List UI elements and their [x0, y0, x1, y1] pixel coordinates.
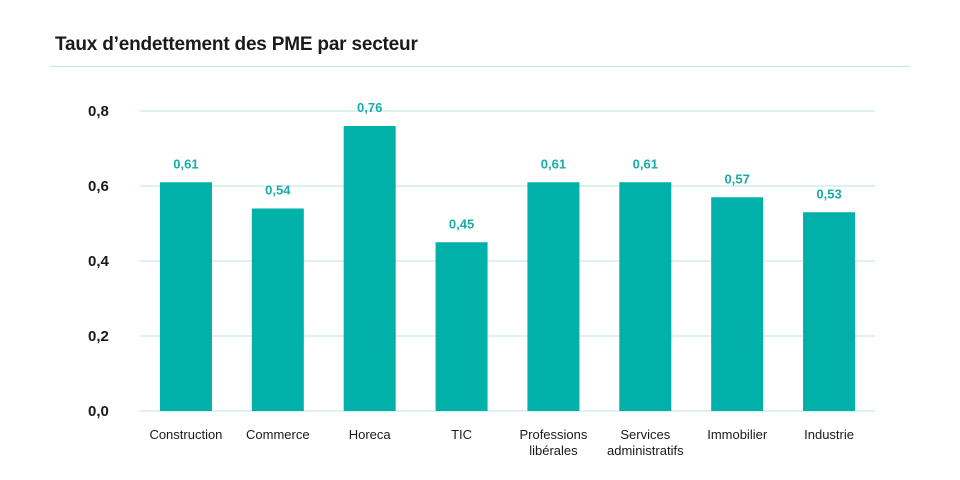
x-axis-categories: Construction Commerce Horeca TIC Professions…	[149, 427, 854, 458]
x-category-label: Commerce	[246, 427, 310, 442]
x-category-label: administratifs	[607, 443, 684, 458]
y-axis-ticks: 0,0 0,2 0,4 0,6 0,8	[88, 103, 110, 420]
x-category-label: Services	[620, 427, 670, 442]
y-tick-label: 0,2	[88, 328, 109, 345]
y-tick-label: 0,6	[88, 178, 109, 195]
x-category-label: Industrie	[804, 427, 854, 442]
x-category-label: libérales	[529, 443, 578, 458]
bar-value-label: 0,45	[449, 216, 474, 231]
bar	[711, 197, 764, 411]
bar	[619, 182, 672, 411]
bar-value-label: 0,76	[357, 100, 382, 115]
bar	[343, 126, 396, 411]
x-category-label: Professions	[519, 427, 587, 442]
bar-value-label: 0,61	[173, 156, 198, 171]
gridlines	[140, 110, 875, 412]
y-tick-label: 0,0	[88, 403, 109, 420]
bar-value-label: 0,57	[725, 171, 750, 186]
chart-title: Taux d’endettement des PME par secteur	[55, 34, 418, 55]
x-category-label: Horeca	[349, 427, 392, 442]
y-tick-label: 0,4	[88, 253, 110, 270]
bar-value-label: 0,53	[816, 186, 841, 201]
bar-value-label: 0,61	[541, 156, 566, 171]
bar	[435, 242, 488, 411]
bar-value-label: 0,54	[265, 183, 291, 198]
bar-value-label: 0,61	[633, 156, 658, 171]
y-tick-label: 0,8	[88, 103, 109, 120]
value-labels: 0,61 0,54 0,76 0,45 0,61 0,61 0,57 0,53	[173, 100, 841, 231]
x-category-label: Immobilier	[707, 427, 768, 442]
bar	[803, 212, 856, 411]
x-category-label: Construction	[149, 427, 222, 442]
bar	[527, 182, 580, 411]
bar	[159, 182, 212, 411]
bars	[159, 126, 856, 411]
x-category-label: TIC	[451, 427, 472, 442]
title-divider	[50, 66, 910, 67]
bar	[251, 208, 304, 411]
